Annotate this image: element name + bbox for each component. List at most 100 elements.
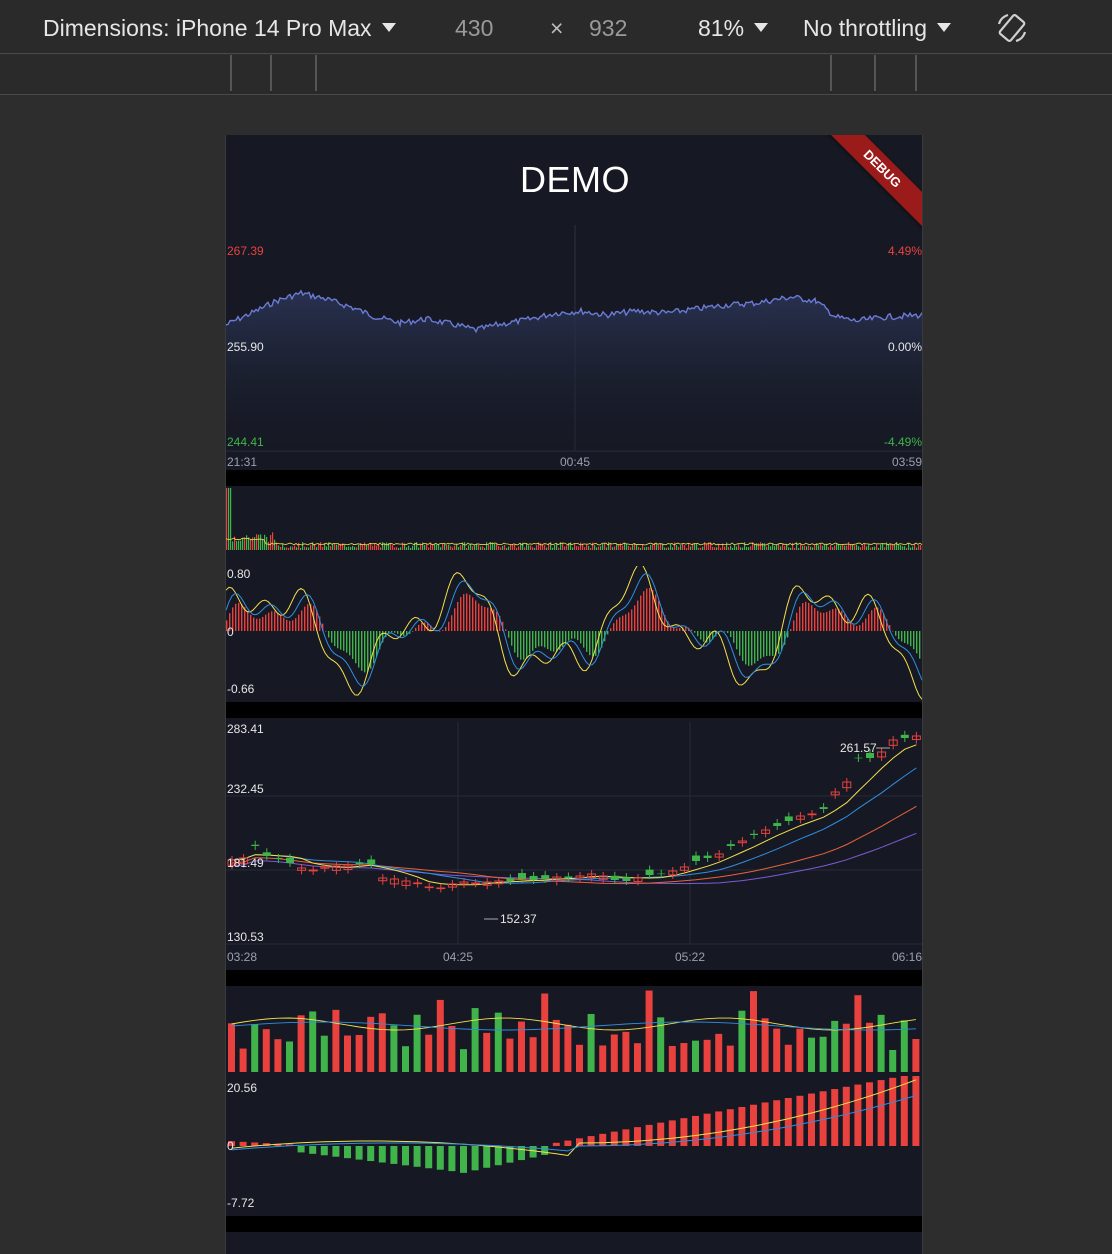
volume-bar [326, 546, 328, 550]
candle-body [227, 859, 237, 866]
macd-bar [754, 631, 756, 664]
candle-body [726, 844, 735, 846]
volume-bar [446, 544, 448, 550]
macd-bar [454, 608, 456, 631]
macd-bar [331, 631, 333, 643]
macd-bar [409, 631, 411, 634]
macd-bar [790, 629, 792, 631]
volume-bar [738, 1010, 746, 1072]
volume-bar [340, 543, 342, 550]
macd-bar [703, 631, 705, 642]
volume-bar [794, 547, 796, 550]
volume-bar [906, 547, 908, 550]
macd-bar [364, 631, 366, 673]
volume-bar [761, 1018, 769, 1072]
macd-bar [850, 621, 852, 631]
candle-body [773, 823, 782, 826]
ruler-tick [915, 55, 917, 91]
volume-bar [492, 542, 494, 550]
macd-bar [379, 631, 381, 650]
volume-bar [344, 1035, 351, 1072]
volume-bar [674, 542, 676, 550]
volume-bar [232, 541, 234, 550]
macd-bar [691, 629, 693, 631]
macd-bar [427, 623, 429, 631]
macd-bar [355, 631, 357, 664]
macd-bar [631, 609, 633, 631]
volume-bar [732, 547, 734, 550]
volume-bar [556, 543, 558, 550]
macd-bar [425, 1146, 433, 1169]
volume-bar [726, 542, 728, 550]
macd-bar [373, 631, 375, 664]
volume-bar [236, 541, 238, 550]
volume-bar [710, 542, 712, 550]
volume-bar [786, 543, 788, 550]
macd-bar [541, 1146, 549, 1155]
volume-bar [640, 547, 642, 550]
zoom-dropdown[interactable]: 81% [698, 14, 769, 42]
macd-bar [692, 1115, 699, 1146]
macd-bar [646, 588, 648, 631]
volume-bar [656, 544, 658, 550]
macd-bar [268, 612, 270, 631]
volume-bar [730, 545, 732, 550]
volume-bar [808, 545, 810, 550]
timeline-macd-chart[interactable]: 0.80 0 -0.66 [226, 566, 923, 702]
volume-bar [696, 543, 698, 550]
macd-bar [523, 631, 525, 660]
kline-volume-chart[interactable] [226, 986, 923, 1076]
macd-bar [406, 631, 408, 636]
volume-bar [378, 1013, 386, 1072]
macd-bar [841, 610, 843, 631]
volume-bar [834, 545, 836, 550]
ruler-tick [270, 55, 272, 91]
volume-bar [828, 547, 830, 550]
width-input[interactable]: 430 [455, 15, 494, 41]
height-input[interactable]: 932 [589, 15, 628, 41]
volume-bar [658, 545, 660, 550]
volume-bar [458, 546, 460, 550]
macd-bar [649, 588, 651, 631]
device-screen: DEMO DEBUG 267.39 255.90 244.41 4.49% 0.… [225, 135, 923, 1254]
candle-body [297, 867, 307, 871]
throttling-dropdown[interactable]: No throttling [803, 14, 952, 42]
timeline-volume-chart[interactable] [226, 486, 923, 566]
volume-bar [831, 1020, 839, 1072]
macd-bar [838, 608, 840, 631]
dimensions-dropdown[interactable]: Dimensions: iPhone 14 Pro Max [43, 14, 396, 42]
macd-bar [378, 1146, 386, 1163]
macd-bar [343, 631, 345, 651]
volume-bar [630, 547, 632, 550]
volume-bar [364, 542, 366, 550]
volume-bar [908, 543, 910, 550]
volume-bar [430, 542, 432, 550]
volume-bar [668, 547, 670, 550]
volume-bar [776, 545, 778, 550]
volume-bar [529, 1037, 537, 1072]
macd-bar [439, 630, 441, 632]
volume-bar [586, 544, 588, 550]
timeline-chart[interactable]: 267.39 255.90 244.41 4.49% 0.00% -4.49% … [226, 225, 923, 470]
volume-bar [806, 546, 808, 550]
candle-body [866, 752, 874, 758]
timeline-macd-max: 0.80 [227, 567, 251, 581]
volume-bar [618, 544, 620, 550]
macd-bar [286, 619, 288, 631]
macd-bar [784, 1098, 792, 1146]
volume-bar [413, 1014, 421, 1072]
macd-bar [529, 631, 531, 655]
kline-macd-chart[interactable]: 20.56 0 -7.72 [226, 1076, 923, 1216]
macd-bar [680, 1118, 688, 1146]
macd-bar [700, 631, 702, 640]
volume-bar [712, 546, 714, 550]
macd-bar [547, 631, 549, 650]
volume-bar [502, 545, 504, 550]
volume-bar [372, 545, 374, 550]
volume-bar [494, 543, 496, 550]
volume-bar [264, 534, 266, 550]
kline-chart[interactable]: 283.41 232.45 181.49 130.53 261.57 152.3… [226, 718, 923, 970]
volume-bar [852, 544, 854, 550]
rotate-device-icon[interactable] [994, 10, 1030, 46]
macd-bar [463, 594, 465, 631]
